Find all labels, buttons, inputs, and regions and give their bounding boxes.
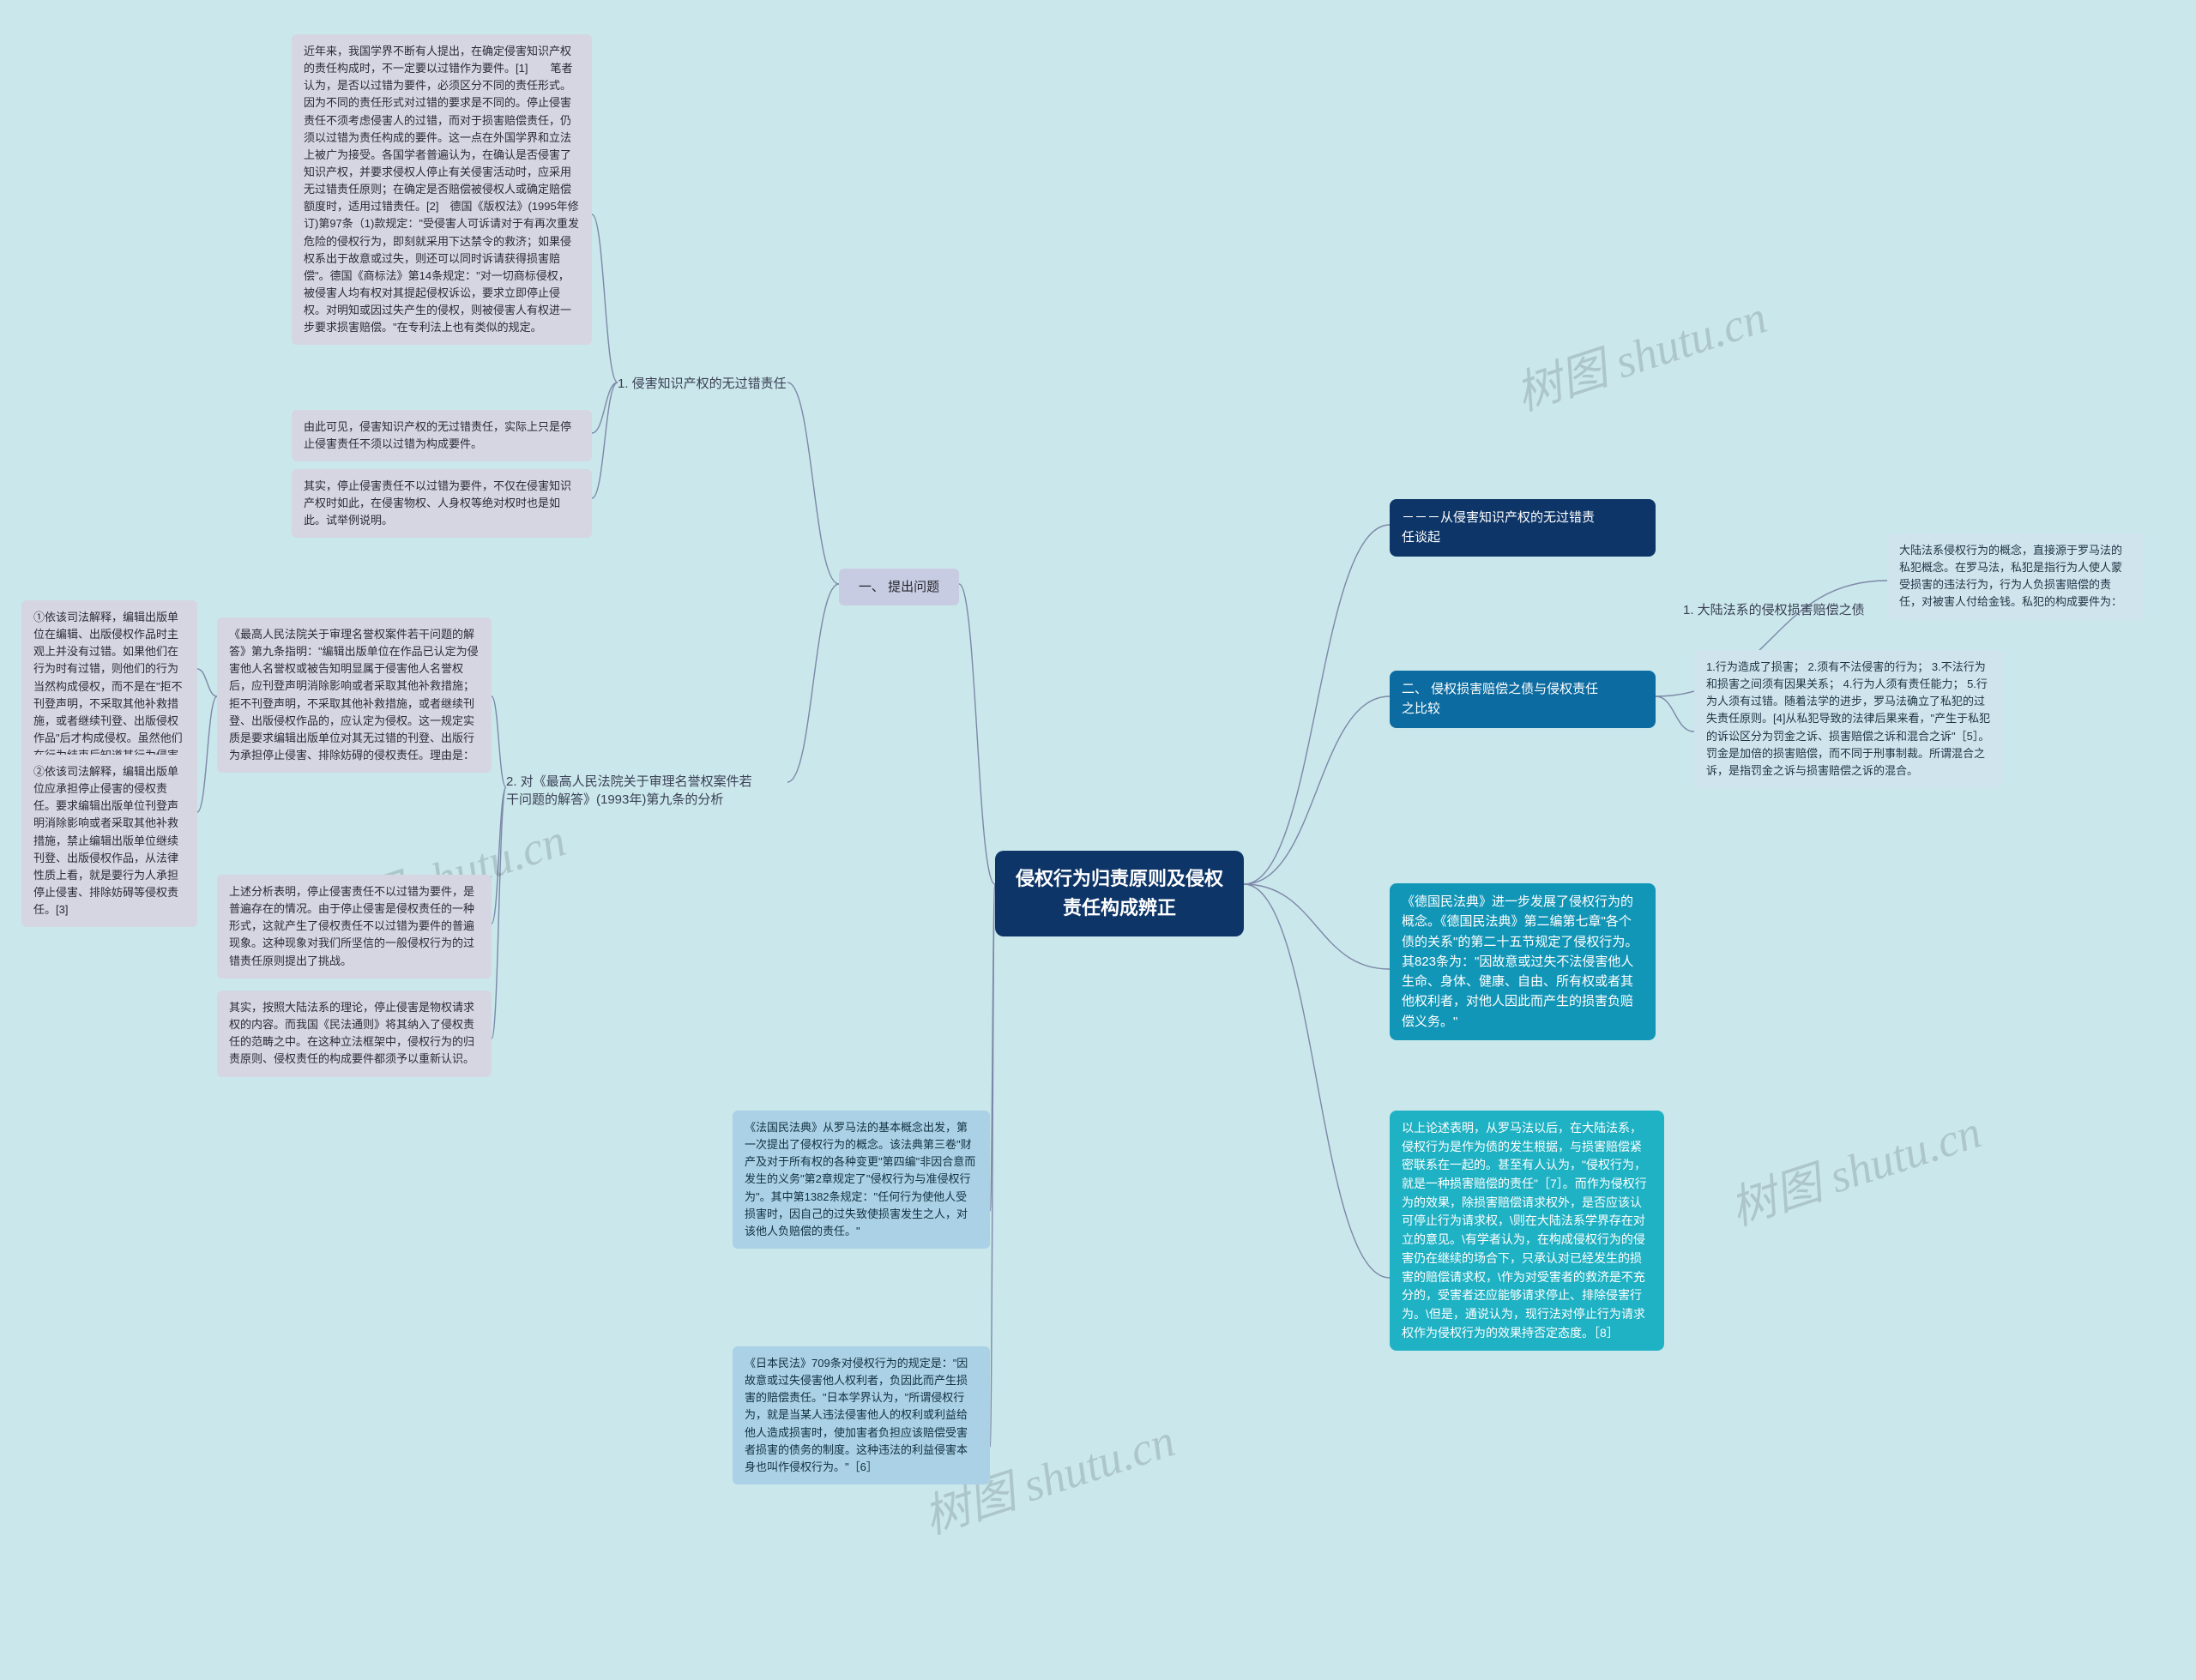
leaf-r2b-text: 1.行为造成了损害； 2.须有不法侵害的行为； 3.不法行为和损害之间须有因果关… <box>1706 660 1990 777</box>
root-label: 侵权行为归责原则及侵权 责任构成辨正 <box>1016 868 1223 918</box>
leaf-s1c-text: 其实，停止侵害责任不以过错为要件，不仅在侵害知识产权时如此，在侵害物权、人身权等… <box>304 479 571 527</box>
branch-left-1[interactable]: 一、 提出问题 <box>839 569 959 605</box>
leaf-s2a-text: 《最高人民法院关于审理名誉权案件若干问题的解答》第九条指明："编辑出版单位在作品… <box>229 628 479 762</box>
leaf-s2a[interactable]: 《最高人民法院关于审理名誉权案件若干问题的解答》第九条指明："编辑出版单位在作品… <box>217 617 492 773</box>
branch-left-1-label: 一、 提出问题 <box>859 580 939 594</box>
leaf-s1c[interactable]: 其实，停止侵害责任不以过错为要件，不仅在侵害知识产权时如此，在侵害物权、人身权等… <box>292 469 592 538</box>
branch-right-3[interactable]: 《德国民法典》进一步发展了侵权行为的概念。《德国民法典》第二编第七章"各个债的关… <box>1390 883 1656 1040</box>
watermark: 树图 shutu.cn <box>1505 279 1774 424</box>
leaf-s1a-text: 近年来，我国学界不断有人提出，在确定侵害知识产权的责任构成时，不一定要以过错作为… <box>304 45 579 334</box>
section-1-label: 1. 侵害知识产权的无过错责任 <box>618 374 824 392</box>
leaf-b2-text: 《日本民法》709条对侵权行为的规定是："因故意或过失侵害他人权利者，负因此而产… <box>745 1357 968 1473</box>
leaf-r2a[interactable]: 大陆法系侵权行为的概念，直接源于罗马法的私犯概念。在罗马法，私犯是指行为人使人蒙… <box>1887 533 2145 620</box>
leaf-b2[interactable]: 《日本民法》709条对侵权行为的规定是："因故意或过失侵害他人权利者，负因此而产… <box>733 1346 990 1484</box>
branch-right-1-label: －－－从侵害知识产权的无过错责 任谈起 <box>1402 510 1595 545</box>
leaf-s2a2-text: ②依该司法解释，编辑出版单位应承担停止侵害的侵权责任。要求编辑出版单位刊登声明消… <box>33 765 178 916</box>
leaf-s2a2[interactable]: ②依该司法解释，编辑出版单位应承担停止侵害的侵权责任。要求编辑出版单位刊登声明消… <box>21 755 197 927</box>
leaf-s2b[interactable]: 上述分析表明，停止侵害责任不以过错为要件，是普遍存在的情况。由于停止侵害是侵权责… <box>217 875 492 978</box>
branch-right-4-label: 以上论述表明，从罗马法以后，在大陆法系，侵权行为是作为债的发生根据，与损害赔偿紧… <box>1402 1121 1647 1340</box>
leaf-b1[interactable]: 《法国民法典》从罗马法的基本概念出发，第一次提出了侵权行为的概念。该法典第三卷"… <box>733 1111 990 1249</box>
branch-right-2[interactable]: 二、 侵权损害赔偿之债与侵权责任 之比较 <box>1390 671 1656 728</box>
section-2-label: 2. 对《最高人民法院关于审理名誉权案件若 干问题的解答》(1993年)第九条的… <box>506 772 798 808</box>
leaf-s2c-text: 其实，按照大陆法系的理论，停止侵害是物权请求权的内容。而我国《民法通则》将其纳入… <box>229 1001 474 1065</box>
leaf-s2c[interactable]: 其实，按照大陆法系的理论，停止侵害是物权请求权的内容。而我国《民法通则》将其纳入… <box>217 991 492 1077</box>
leaf-s1a[interactable]: 近年来，我国学界不断有人提出，在确定侵害知识产权的责任构成时，不一定要以过错作为… <box>292 34 592 345</box>
branch-right-4[interactable]: 以上论述表明，从罗马法以后，在大陆法系，侵权行为是作为债的发生根据，与损害赔偿紧… <box>1390 1111 1664 1351</box>
leaf-s1b[interactable]: 由此可见，侵害知识产权的无过错责任，实际上只是停止侵害责任不须以过错为构成要件。 <box>292 410 592 461</box>
leaf-s2b-text: 上述分析表明，停止侵害责任不以过错为要件，是普遍存在的情况。由于停止侵害是侵权责… <box>229 885 474 967</box>
branch-right-2-child-label: 1. 大陆法系的侵权损害赔偿之债 <box>1683 600 1880 618</box>
branch-right-1[interactable]: －－－从侵害知识产权的无过错责 任谈起 <box>1390 499 1656 557</box>
watermark: 树图 shutu.cn <box>1720 1093 1988 1238</box>
branch-right-2-label: 二、 侵权损害赔偿之债与侵权责任 之比较 <box>1402 682 1598 716</box>
leaf-b1-text: 《法国民法典》从罗马法的基本概念出发，第一次提出了侵权行为的概念。该法典第三卷"… <box>745 1121 975 1237</box>
leaf-r2b[interactable]: 1.行为造成了损害； 2.须有不法侵害的行为； 3.不法行为和损害之间须有因果关… <box>1694 650 2003 788</box>
leaf-s1b-text: 由此可见，侵害知识产权的无过错责任，实际上只是停止侵害责任不须以过错为构成要件。 <box>304 420 571 450</box>
root-node[interactable]: 侵权行为归责原则及侵权 责任构成辨正 <box>995 851 1244 936</box>
branch-right-3-label: 《德国民法典》进一步发展了侵权行为的概念。《德国民法典》第二编第七章"各个债的关… <box>1402 894 1638 1029</box>
leaf-r2a-text: 大陆法系侵权行为的概念，直接源于罗马法的私犯概念。在罗马法，私犯是指行为人使人蒙… <box>1899 544 2122 608</box>
